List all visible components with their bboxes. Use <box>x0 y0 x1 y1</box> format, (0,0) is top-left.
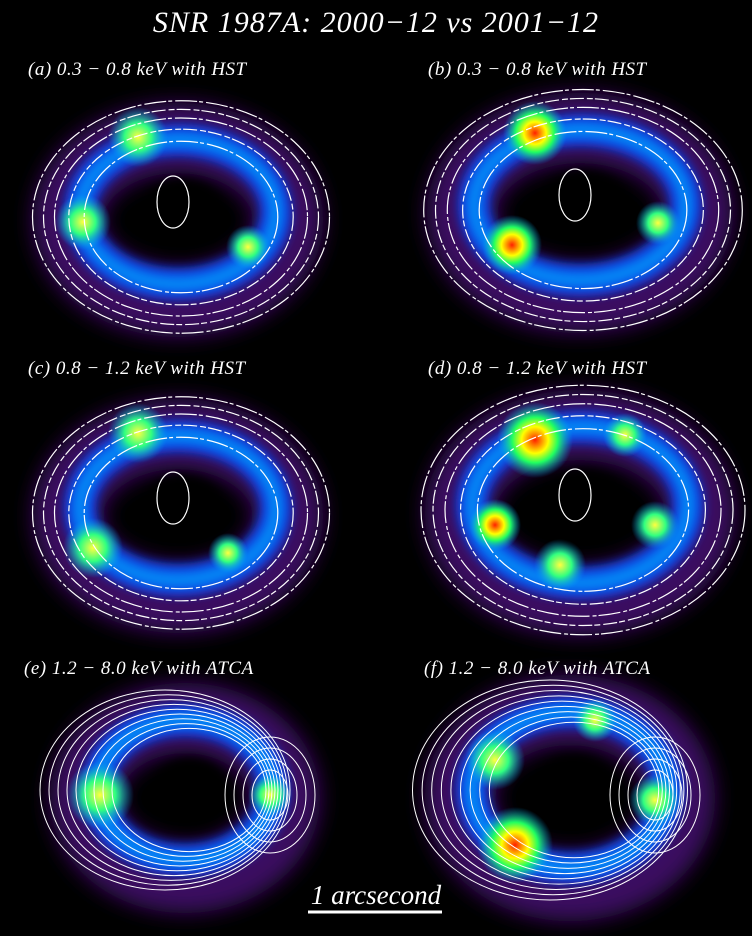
hst-contour <box>558 468 592 522</box>
hst-contour <box>476 428 690 592</box>
xray-image <box>412 675 715 921</box>
radio-contour <box>242 758 298 832</box>
ring-center <box>141 475 225 545</box>
hot-spot <box>108 107 168 167</box>
radio-contour <box>431 690 681 890</box>
radio-contour <box>460 705 670 875</box>
radio-contour <box>224 736 316 854</box>
hot-spot <box>55 194 111 250</box>
xray-image <box>31 396 331 633</box>
hst-contour <box>558 168 592 222</box>
panel-label: (f) 1.2 − 8.0 keV with ATCA <box>424 658 651 679</box>
hot-spot <box>497 402 573 478</box>
hst-contour <box>156 471 190 525</box>
xray-image <box>423 88 743 333</box>
hst-contour <box>444 403 722 617</box>
scale-bar-label: 1 arcsecond <box>311 880 442 910</box>
hot-spot <box>534 539 586 591</box>
hot-spot <box>208 533 248 573</box>
ring-center <box>141 179 225 249</box>
radio-contour <box>636 769 674 821</box>
xray-image <box>31 100 331 337</box>
ring-center <box>152 758 228 826</box>
panel-label: (d) 0.8 − 1.2 keV with HST <box>428 358 648 379</box>
hot-spot <box>248 773 292 817</box>
panel-label: (a) 0.3 − 0.8 keV with HST <box>28 59 248 80</box>
hot-spot <box>226 225 270 269</box>
hst-contour <box>156 175 190 229</box>
hst-contour <box>31 396 331 630</box>
radio-contour <box>440 695 678 885</box>
ring-center <box>539 470 631 544</box>
hst-contour <box>31 100 331 334</box>
panel-label: (e) 1.2 − 8.0 keV with ATCA <box>24 658 254 679</box>
radio-contour <box>39 689 291 891</box>
hst-contour <box>420 384 746 636</box>
hst-contour <box>83 140 279 294</box>
hst-contour <box>53 413 309 613</box>
radio-contour <box>93 718 273 862</box>
hot-spot <box>108 403 168 463</box>
radio-contour <box>609 736 701 854</box>
hst-contour <box>434 97 732 323</box>
hst-contour <box>42 404 320 622</box>
hst-contour <box>462 118 704 302</box>
hot-spot <box>63 518 123 578</box>
radio-contour <box>102 723 270 857</box>
hot-spot <box>477 807 553 883</box>
ring-center <box>533 755 617 829</box>
figure-title: SNR 1987A: 2000−12 vs 2001−12 <box>153 6 599 39</box>
hst-contour <box>478 130 688 290</box>
hst-contour <box>68 424 294 602</box>
hst-contour <box>83 436 279 590</box>
radio-contour <box>84 713 276 867</box>
xray-image <box>39 683 320 913</box>
radio-contour <box>421 684 685 896</box>
radio-contour <box>57 699 285 881</box>
ring-center <box>540 171 630 243</box>
xray-image <box>420 384 746 636</box>
hst-contour <box>446 106 720 314</box>
radio-contour <box>618 747 692 843</box>
hst-contour <box>423 88 743 332</box>
radio-contour <box>469 711 667 869</box>
radio-contour <box>233 747 307 843</box>
hst-contour <box>460 415 707 605</box>
hot-spot <box>636 201 680 245</box>
hst-contour <box>432 393 734 627</box>
radio-contour <box>412 679 688 901</box>
hot-spot <box>482 215 542 275</box>
hot-spot <box>469 499 521 551</box>
radio-contour <box>48 694 288 886</box>
hot-spot <box>465 730 525 790</box>
radio-contour <box>111 727 267 853</box>
radio-contour <box>479 716 663 864</box>
radio-contour <box>75 708 279 872</box>
hot-spot <box>573 698 617 742</box>
panel-label: (c) 0.8 − 1.2 keV with HST <box>28 358 246 379</box>
radio-contour <box>488 721 660 859</box>
hst-contour <box>68 128 294 306</box>
radio-contour <box>251 769 289 821</box>
hot-spot <box>503 101 567 165</box>
hot-spot <box>631 501 679 549</box>
hst-contour <box>53 117 309 317</box>
emission-ring-inner <box>467 123 693 287</box>
radio-contour <box>627 758 683 832</box>
radio-contour <box>66 703 282 877</box>
panel-label: (b) 0.3 − 0.8 keV with HST <box>428 59 648 80</box>
panels <box>31 88 746 921</box>
hst-contour <box>42 108 320 326</box>
emission-ring-inner <box>73 429 283 587</box>
